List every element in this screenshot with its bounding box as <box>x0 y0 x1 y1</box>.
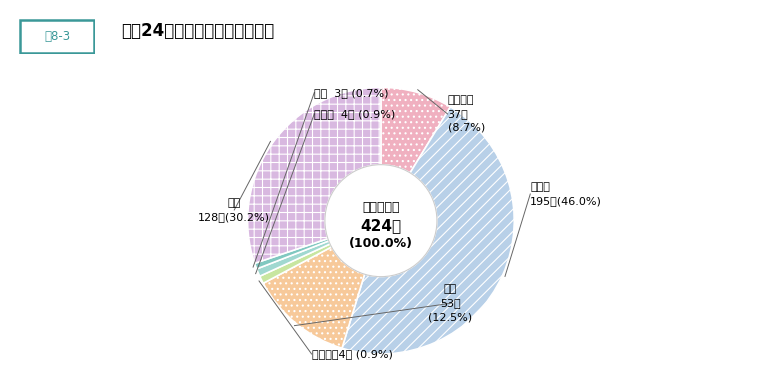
Wedge shape <box>263 221 381 348</box>
Wedge shape <box>248 87 381 263</box>
FancyBboxPatch shape <box>20 20 94 53</box>
Text: 大洋州  4人 (0.9%): 大洋州 4人 (0.9%) <box>315 109 395 119</box>
Wedge shape <box>342 107 515 354</box>
Text: 図8-3: 図8-3 <box>44 30 70 43</box>
Wedge shape <box>255 221 381 269</box>
Circle shape <box>325 165 437 277</box>
Text: 中東  3人 (0.7%): 中東 3人 (0.7%) <box>315 88 389 98</box>
Text: 派遣者総数: 派遣者総数 <box>363 201 400 214</box>
Wedge shape <box>260 221 381 283</box>
Wedge shape <box>381 87 451 221</box>
Text: 北米
53人
(12.5%): 北米 53人 (12.5%) <box>428 284 472 322</box>
Text: アジア
195人(46.0%): アジア 195人(46.0%) <box>530 182 602 206</box>
Text: アフリカ
37人
(8.7%): アフリカ 37人 (8.7%) <box>448 95 485 133</box>
Text: 中南米　4人 (0.9%): 中南米 4人 (0.9%) <box>312 349 392 359</box>
Text: 平成24年度末派遣先地域別状況: 平成24年度末派遣先地域別状況 <box>122 22 275 40</box>
Text: 欧州
128人(30.2%): 欧州 128人(30.2%) <box>198 198 271 222</box>
Text: (100.0%): (100.0%) <box>349 237 413 250</box>
Text: 424人: 424人 <box>360 218 401 233</box>
Wedge shape <box>257 221 381 276</box>
